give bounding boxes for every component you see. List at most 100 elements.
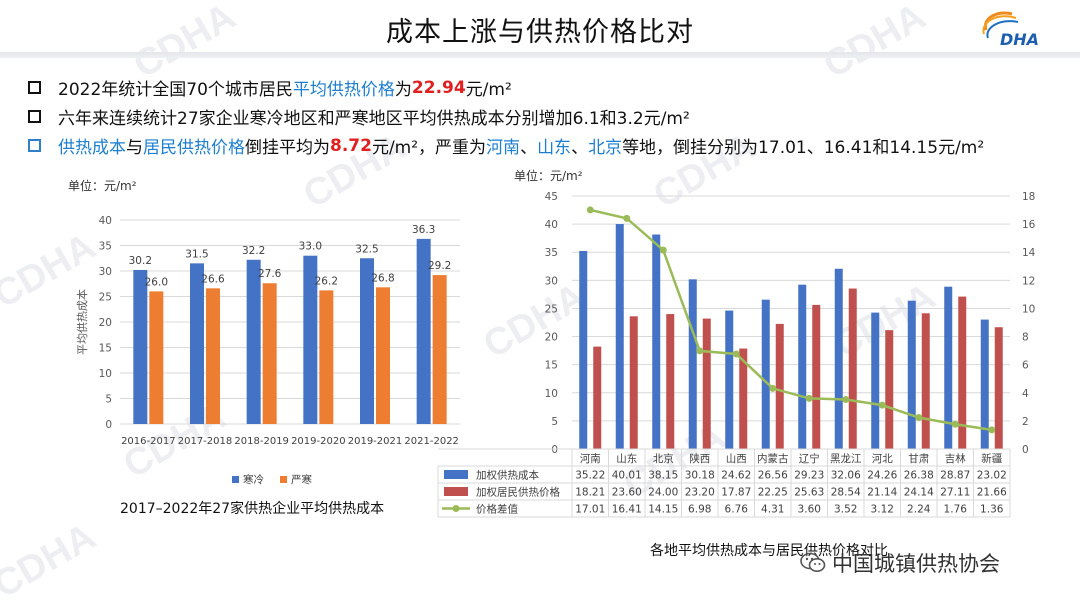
data-label: 31.5: [185, 248, 208, 260]
data-label: 26.0: [145, 276, 168, 288]
logo-text: DHA: [1000, 30, 1039, 48]
bar: [702, 318, 711, 449]
bullet-item: 供热成本与居民供热价格 倒挂平均为 8.72 元/m²，严重为 河南、山东、北京 等地，倒…: [28, 131, 1078, 160]
data-table-cell: 26.56: [758, 470, 788, 482]
data-label: 27.6: [258, 268, 282, 280]
data-table-cell: 3.12: [871, 504, 894, 516]
y-tick-label: 5: [105, 394, 112, 406]
data-label: 30.2: [129, 255, 152, 267]
right-chart-caption: 各地平均供热成本与居民供热价格对比: [650, 543, 888, 559]
data-table-cell: 17.01: [575, 504, 605, 516]
y-tick-label: 0: [105, 419, 112, 431]
x-tick-label: 甘肃: [908, 452, 929, 465]
y2-tick-label: 12: [1022, 275, 1035, 287]
legend-swatch: [280, 476, 287, 483]
slide-title: 成本上涨与供热价格比对: [386, 17, 694, 48]
data-table-cell: 32.06: [831, 470, 861, 482]
y2-tick-label: 14: [1022, 247, 1036, 259]
data-table-cell: 24.26: [867, 470, 897, 482]
x-tick-label: 陕西: [689, 452, 710, 465]
bar: [190, 263, 204, 424]
x-tick-label: 吉林: [945, 452, 966, 465]
x-tick-label: 2017-2018: [178, 436, 233, 447]
line-series: [589, 208, 992, 432]
data-table-cell: 28.87: [940, 470, 970, 482]
legend-label: 寒冷: [243, 473, 264, 486]
bar: [629, 316, 638, 449]
bullet-square-icon: [28, 81, 41, 94]
bar: [319, 290, 334, 424]
bullet-text: 2022年统计全国70个城市居民: [58, 80, 293, 100]
x-tick-label: 2021-2022: [404, 436, 459, 447]
data-table-cell: 24.14: [904, 487, 934, 499]
data-table-cell: 23.20: [685, 487, 715, 499]
bullet-highlight: 山东: [537, 138, 572, 158]
legend-label: 加权居民供热价格: [476, 486, 560, 499]
y2-tick-label: 16: [1022, 219, 1036, 231]
data-label: 36.3: [412, 224, 435, 236]
bar: [262, 283, 277, 424]
data-table-cell: 28.54: [831, 487, 861, 499]
y-tick-label: 40: [99, 215, 112, 227]
legend-swatch: [232, 476, 239, 483]
x-tick-label: 黑龙江: [830, 452, 862, 465]
line-marker: [659, 246, 667, 254]
data-table-cell: 18.21: [575, 487, 605, 499]
bar: [666, 314, 675, 449]
bar: [871, 312, 880, 449]
data-table-cell: 24.62: [721, 470, 751, 482]
bullet-text: 六年来连续统计27家企业寒冷地区和严寒地区平均供热成本分别增加6.1和3.2元/…: [58, 109, 690, 129]
bar: [921, 313, 930, 449]
cdha-logo: DHA: [982, 11, 1039, 48]
line-marker: [988, 426, 996, 434]
y-tick-label: 10: [99, 368, 112, 380]
y2-tick-label: 4: [1022, 388, 1029, 400]
bullet-text: 为: [394, 80, 412, 100]
bullet-text: 、: [571, 138, 589, 158]
regional-comparison-chart: 单位：元/m² 0 5 10 15 20 25 30 35 40 45 0 2 4 6 8 10 12 14 16 18…: [437, 168, 1036, 518]
bar: [958, 296, 967, 449]
y-tick-label: 35: [545, 247, 558, 259]
bar: [944, 286, 953, 449]
bar: [798, 284, 807, 449]
y2-tick-label: 6: [1022, 360, 1029, 372]
data-table-cell: 38.15: [648, 470, 678, 482]
bar: [593, 346, 602, 449]
bar: [246, 259, 261, 424]
bullet-text: 元/m²，严重为: [371, 138, 487, 158]
data-label: 29.2: [428, 260, 451, 272]
line-marker: [878, 401, 886, 409]
data-table-cell: 30.18: [685, 470, 715, 482]
line-marker: [623, 214, 631, 222]
bar: [579, 250, 588, 449]
legend-swatch: [444, 487, 468, 496]
y-tick-label: 20: [545, 332, 558, 344]
bullet-text: 、: [520, 138, 538, 158]
data-table-cell: 17.87: [721, 487, 751, 499]
bullet-item: 2022年统计全国70个城市居民 平均供热价格为 22.94 元/m²: [28, 73, 1078, 102]
bullet-text: 与: [126, 138, 143, 158]
data-table-cell: 4.31: [761, 504, 784, 516]
y-tick-label: 15: [99, 343, 112, 355]
y-tick-label: 20: [99, 317, 112, 329]
data-label: 32.2: [242, 245, 265, 257]
data-table-cell: 29.23: [794, 470, 824, 482]
y2-tick-label: 0: [1022, 444, 1029, 456]
y2-tick-label: 18: [1022, 191, 1035, 203]
y-tick-label: 25: [545, 303, 558, 315]
data-table-cell: 23.60: [612, 487, 642, 499]
x-tick-label: 辽宁: [799, 452, 820, 465]
legend-swatch: [452, 505, 460, 512]
data-table-cell: 1.76: [944, 504, 968, 516]
bar: [761, 299, 770, 449]
bullet-value: 8.72: [330, 135, 372, 156]
data-table-cell: 21.66: [977, 487, 1007, 499]
bar: [812, 304, 821, 449]
legend-label: 价格差值: [476, 503, 518, 516]
bullet-unit: 元/m²: [465, 80, 512, 100]
bullet-text: 等地，倒挂分别为17.01、16.41和14.15元/m²: [622, 138, 985, 158]
data-table-cell: 3.52: [834, 504, 857, 516]
bar: [303, 255, 318, 424]
x-tick-label: 2016-2017: [121, 436, 176, 447]
bar: [360, 258, 374, 424]
